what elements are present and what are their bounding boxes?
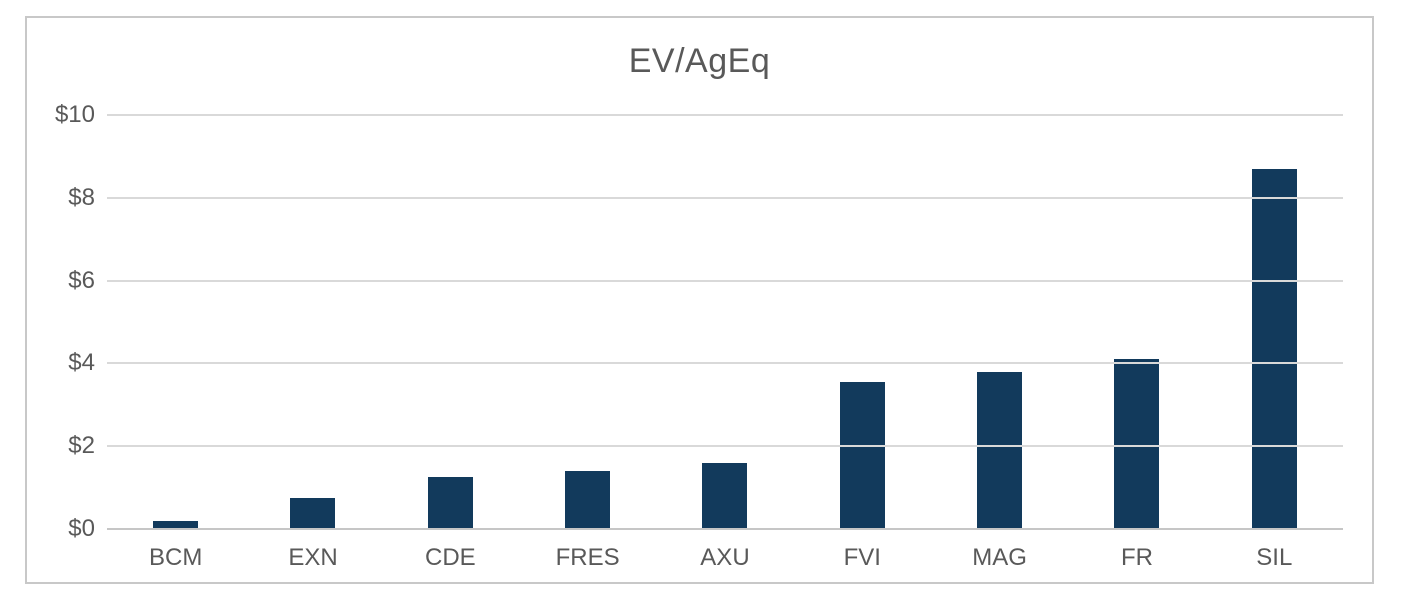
- bar-slot: [931, 115, 1068, 529]
- x-axis: BCM EXN CDE FRES AXU FVI MAG FR SIL: [107, 542, 1343, 573]
- x-tick-label-fvi: FVI: [843, 544, 881, 571]
- bar-slot: [656, 115, 793, 529]
- bar-slot: [1068, 115, 1205, 529]
- x-tick-label-mag: MAG: [972, 544, 1027, 571]
- y-tick-label: $0: [68, 515, 95, 542]
- x-tick-label-sil: SIL: [1256, 544, 1293, 571]
- gridline: [107, 196, 1343, 199]
- plot-area: [107, 114, 1343, 530]
- gridline: [107, 362, 1343, 365]
- bar-cde: [427, 477, 473, 529]
- x-tick-label-bcm: BCM: [148, 544, 203, 571]
- bar-slot: [794, 115, 931, 529]
- y-tick-label: $10: [54, 101, 95, 128]
- y-tick-label: $2: [68, 432, 95, 460]
- bar-mag: [977, 371, 1023, 529]
- x-axis-line: [107, 528, 1343, 530]
- x-tick-label-exn: EXN: [288, 544, 338, 571]
- x-tick-label-fr: FR: [1120, 544, 1153, 571]
- bar-slot: [519, 115, 656, 529]
- y-axis: $0 $2 $4 $6 $8 $10: [27, 103, 95, 541]
- bar-fres: [565, 471, 611, 529]
- chart-frame: EV/AgEq $0 $2 $4 $6 $8 $10 BCM EXN CDE FRES AXU FV…: [25, 16, 1374, 584]
- bar-slot: [244, 115, 381, 529]
- gridline: [107, 279, 1343, 282]
- bar-fvi: [839, 382, 885, 529]
- bar-series: [107, 115, 1343, 529]
- x-tick-label-cde: CDE: [424, 544, 476, 571]
- bar-exn: [290, 497, 336, 529]
- bar-slot: [107, 115, 244, 529]
- x-tick-label-fres: FRES: [555, 544, 620, 571]
- bar-slot: [1206, 115, 1343, 529]
- gridline: [107, 445, 1343, 448]
- y-tick-label: $6: [68, 266, 95, 294]
- bar-axu: [702, 462, 748, 529]
- y-tick-label: $4: [68, 349, 95, 377]
- bar-sil: [1251, 168, 1297, 529]
- gridline: [107, 114, 1343, 116]
- y-tick-label: $8: [68, 183, 95, 211]
- bar-slot: [382, 115, 519, 529]
- bar-fr: [1114, 359, 1160, 529]
- x-tick-label-axu: AXU: [700, 544, 750, 571]
- chart-title: EV/AgEq: [628, 42, 771, 80]
- bar-bcm: [153, 520, 199, 529]
